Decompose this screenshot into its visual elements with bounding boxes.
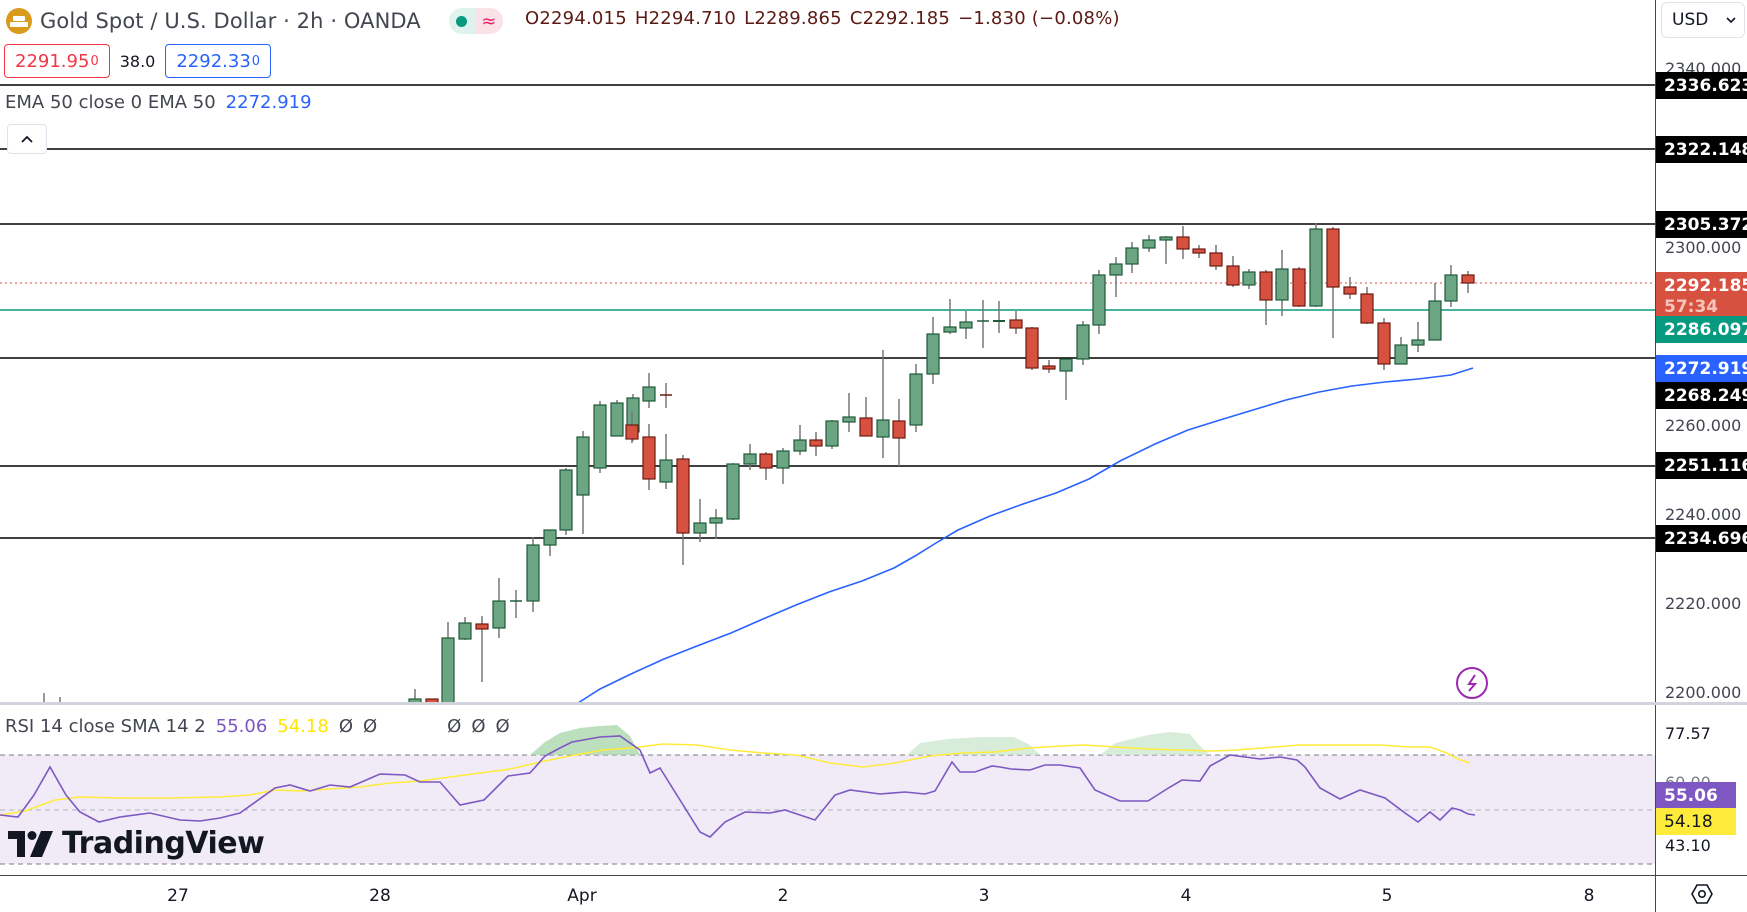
price-axis[interactable]	[1655, 0, 1747, 875]
ema-price-label: 2272.919	[1656, 355, 1747, 382]
pane-resize-handle[interactable]	[0, 702, 1747, 705]
level-label: 2336.623	[1656, 72, 1747, 99]
lightning-button[interactable]	[1456, 667, 1488, 699]
price-tick: 2220.000	[1665, 594, 1742, 613]
low-value: L2289.865	[744, 8, 842, 29]
price-tick: 2300.000	[1665, 238, 1742, 257]
level-label: 2234.696	[1656, 525, 1747, 552]
sell-button[interactable]: 2291.95 0	[4, 44, 110, 78]
candles	[43, 223, 1475, 705]
symbol-legend[interactable]: Gold Spot / U.S. Dollar · 2h · OANDA ≈	[6, 6, 503, 36]
rsi-tick-lower: 43.10	[1665, 836, 1711, 855]
na-value: Ø	[495, 716, 510, 737]
time-label: 3	[978, 886, 990, 906]
time-axis[interactable]	[0, 875, 1747, 912]
ema-line	[577, 367, 1474, 704]
time-label: 2	[777, 886, 789, 906]
horizontal-levels	[0, 84, 1655, 539]
symbol-title[interactable]: Gold Spot / U.S. Dollar · 2h · OANDA	[40, 9, 421, 33]
time-label: 4	[1180, 886, 1192, 906]
currency-select[interactable]: USD	[1661, 2, 1745, 38]
time-label: 27	[167, 886, 189, 906]
na-value: Ø	[338, 716, 353, 737]
rsi-value-label: 55.06	[1656, 782, 1736, 809]
price-tick: 2260.000	[1665, 416, 1742, 435]
time-label: 28	[369, 886, 391, 906]
chevron-down-icon	[1726, 17, 1736, 24]
ohlc-values: O2294.015 H2294.710 L2289.865 C2292.185 −1.8…	[525, 8, 1128, 29]
level-label: 2268.249	[1656, 382, 1747, 409]
ema-value: 2272.919	[225, 92, 312, 113]
price-chart-pane[interactable]	[0, 0, 1655, 705]
rsi-label: RSI 14 close SMA 14 2	[5, 716, 206, 737]
spread-value: 38.0	[119, 51, 156, 71]
price-tick: 2200.000	[1665, 683, 1742, 702]
rsi-sma-label: 54.18	[1656, 808, 1736, 835]
ema-legend[interactable]: EMA 50 close 0 EMA 50 2272.919	[5, 92, 312, 113]
time-label: Apr	[567, 886, 597, 906]
price-tick: 2240.000	[1665, 505, 1742, 524]
current-price-label: 2292.185 57:34	[1656, 272, 1747, 322]
level-label: 2305.372	[1656, 211, 1747, 238]
rsi-sma-value: 54.18	[277, 716, 329, 737]
rsi-tick-upper: 77.57	[1665, 724, 1711, 743]
buy-sell-panel: 2291.95 0 38.0 2292.33 0	[4, 44, 272, 78]
open-value: O2294.015	[525, 8, 627, 29]
teal-level-label: 2286.097	[1656, 316, 1747, 343]
na-value: Ø	[362, 716, 378, 737]
axis-corner-divider	[1655, 875, 1656, 912]
na-value: Ø	[471, 716, 486, 737]
gold-symbol-icon	[6, 8, 32, 34]
lightning-icon	[1467, 674, 1478, 692]
time-label: 5	[1381, 886, 1393, 906]
chevron-up-icon	[21, 135, 33, 143]
level-label: 2322.148	[1656, 136, 1747, 163]
chart-settings-button[interactable]	[1690, 882, 1714, 906]
rsi-value: 55.06	[215, 716, 268, 737]
bar-countdown: 57:34	[1664, 297, 1719, 317]
settings-gear-icon	[1691, 884, 1713, 904]
close-value: C2292.185	[849, 8, 951, 29]
buy-button[interactable]: 2292.33 0	[165, 44, 272, 78]
change-value: −1.830 (−0.08%)	[958, 8, 1120, 29]
rsi-chart[interactable]	[0, 705, 1655, 877]
market-status-pill[interactable]: ≈	[448, 8, 503, 34]
level-label: 2251.116	[1656, 452, 1747, 479]
market-open-icon	[448, 8, 475, 34]
tradingview-logo-icon	[8, 830, 53, 857]
candlestick-chart[interactable]	[0, 0, 1655, 705]
time-label: 8	[1583, 886, 1595, 906]
high-value: H2294.710	[634, 8, 737, 29]
approx-icon: ≈	[474, 8, 503, 34]
tradingview-watermark[interactable]: TradingView	[8, 826, 265, 861]
collapse-legend-button[interactable]	[7, 124, 47, 154]
ema-label: EMA 50 close 0 EMA 50	[5, 92, 216, 113]
na-value: Ø	[447, 716, 462, 737]
rsi-legend[interactable]: RSI 14 close SMA 14 2 55.06 54.18 Ø Ø Ø Ø Ø	[5, 716, 510, 737]
